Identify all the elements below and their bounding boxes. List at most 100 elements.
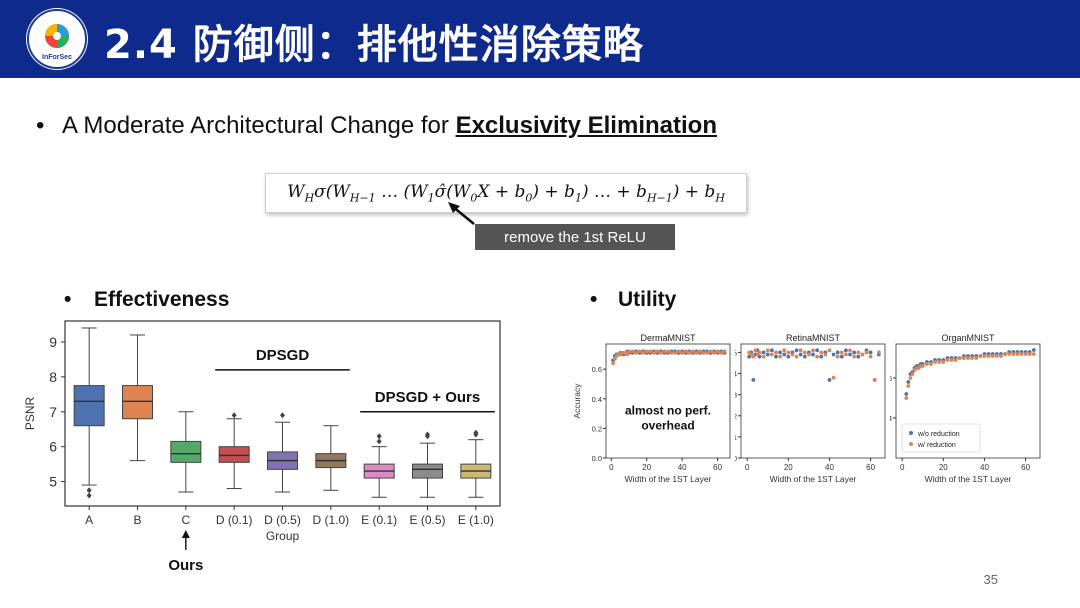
data-point (815, 348, 820, 353)
annotation-line: almost no perf. (625, 404, 711, 418)
x-tick-label: 0 (745, 463, 750, 472)
bullet-emphasis: Exclusivity Elimination (455, 112, 717, 139)
x-tick-label: A (85, 513, 93, 527)
box (73, 385, 105, 427)
y-tick-label: 0.6 (592, 365, 602, 374)
y-tick-label: 0.2 (592, 424, 602, 433)
data-point (655, 349, 660, 354)
data-point (715, 349, 720, 354)
data-point (690, 349, 695, 354)
x-axis-label: Group (266, 529, 300, 543)
data-point (994, 354, 999, 358)
data-point (839, 354, 844, 359)
data-point (848, 352, 852, 357)
y-tick-label: 5 (49, 474, 57, 490)
effectiveness-heading: • Effectiveness (64, 288, 230, 311)
data-point (666, 349, 670, 354)
data-point (694, 350, 699, 355)
data-point (844, 352, 848, 357)
y-tick-label: 7 (49, 404, 57, 420)
utility-heading: • Utility (590, 288, 677, 311)
data-point (651, 350, 656, 355)
data-point (811, 348, 815, 353)
x-tick-label: E (1.0) (458, 513, 494, 527)
x-tick-label: 60 (866, 463, 875, 472)
y-tick-label: 0.5 (735, 348, 737, 357)
data-point (794, 348, 799, 353)
logo-text: InForSec (42, 54, 72, 61)
data-point (1023, 352, 1028, 356)
data-point (687, 350, 692, 355)
data-point (1003, 352, 1007, 356)
data-point (831, 375, 836, 380)
data-point (924, 362, 929, 366)
x-tick-label: C (181, 513, 190, 527)
data-point (774, 350, 778, 355)
data-point (970, 356, 975, 360)
outlier-point (86, 492, 92, 499)
y-axis-label: Accuracy (572, 383, 582, 419)
data-point (644, 349, 649, 354)
data-point (769, 352, 774, 357)
data-point (765, 348, 770, 353)
data-point (778, 350, 782, 355)
data-point (933, 360, 937, 364)
data-point (753, 348, 758, 353)
x-tick-label: 40 (825, 463, 834, 472)
data-point (683, 349, 688, 354)
data-point (904, 392, 909, 396)
data-point (868, 350, 873, 355)
data-point (705, 350, 709, 355)
data-point (680, 350, 685, 355)
derma-scatter-chart: DermaMNIST 0 20 40 60 0.0 0.2 0.4 0.6 Width of th… (572, 333, 731, 484)
x-tick-label: 20 (784, 463, 793, 472)
data-point (974, 356, 979, 360)
data-point (848, 348, 852, 353)
y-tick-label: 0.4 (592, 395, 602, 404)
data-point (798, 348, 803, 353)
data-point (637, 349, 642, 354)
data-point (611, 361, 615, 366)
data-point (823, 352, 828, 357)
x-tick-label: D (0.5) (264, 513, 301, 527)
psnr-boxplot: 5 6 7 8 9 PSNR A B C D (0.1) D (0.5) D (1.0) E (0.1)… (23, 320, 501, 574)
data-point (669, 350, 674, 355)
data-point (986, 354, 991, 358)
data-point (868, 354, 873, 359)
x-tick-label: 20 (642, 463, 651, 472)
data-point (844, 348, 848, 353)
data-point (751, 354, 756, 359)
x-tick-label: 20 (939, 463, 948, 472)
x-tick-label: 40 (980, 463, 989, 472)
formula-note: remove the 1st ReLU (475, 224, 675, 250)
data-point (722, 349, 727, 354)
data-point (757, 350, 762, 355)
outlier-point (280, 412, 285, 419)
outlier-point (376, 433, 382, 440)
data-point (708, 349, 713, 354)
data-point (794, 354, 799, 359)
data-point (815, 354, 820, 359)
data-point (945, 358, 950, 362)
data-point (786, 354, 791, 359)
retina-scatter-chart: RetinaMNIST 0 20 40 60 0.0 0.1 0.2 0.3 0.4 0.5 Widt… (735, 333, 886, 484)
data-point (790, 352, 795, 357)
logo-icon: InForSec (27, 9, 87, 69)
x-tick-label: E (0.1) (361, 513, 397, 527)
data-point (761, 350, 766, 355)
legend-marker (909, 431, 913, 435)
x-tick-label: 0 (900, 463, 905, 472)
data-point (627, 349, 631, 354)
data-point (786, 350, 791, 355)
outlier-point (231, 412, 237, 419)
legend-label: w/o reduction (917, 431, 960, 438)
data-point (864, 350, 869, 355)
data-point (798, 352, 803, 357)
data-point (673, 350, 677, 355)
x-tick-label: 0 (609, 463, 614, 472)
data-point (634, 350, 639, 355)
bullet-text: A Moderate Architectural Change for (62, 112, 456, 139)
annotation-label: DPSGD + Ours (375, 389, 480, 406)
formula-arrow (448, 202, 475, 225)
y-tick-label: 0.3 (735, 391, 737, 400)
